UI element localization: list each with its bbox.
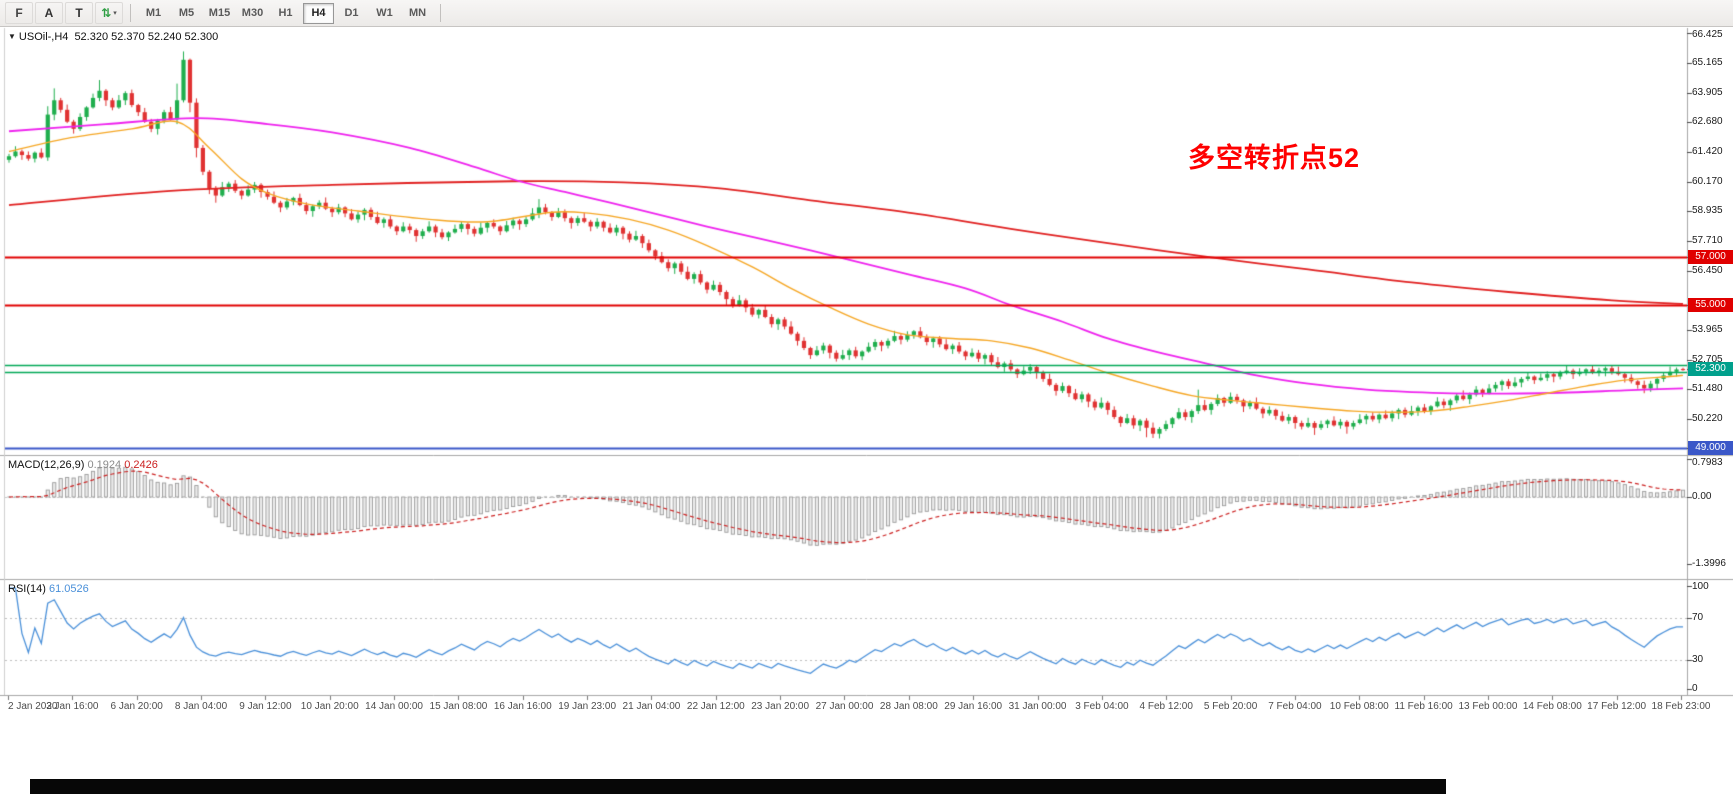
- toolbar-separator: [440, 4, 441, 22]
- price-scale-label: 63.905: [1692, 87, 1723, 99]
- font-a-button-icon: A: [44, 6, 54, 20]
- time-axis-label: 3 Feb 04:00: [1075, 701, 1129, 712]
- price-scale-label: 50.220: [1692, 412, 1723, 424]
- time-axis-label: 9 Jan 12:00: [239, 701, 292, 712]
- time-axis-label: 28 Jan 08:00: [879, 701, 938, 712]
- time-axis-label: 31 Jan 00:00: [1008, 701, 1067, 712]
- time-axis-label: 3 Jan 16:00: [46, 701, 99, 712]
- time-axis-label: 27 Jan 00:00: [815, 701, 874, 712]
- price-scale-label: 62.680: [1692, 116, 1723, 128]
- macd-scale-label: 0.7983: [1692, 457, 1723, 468]
- toolbar-left-buttons: F A T ⇅ ▾: [4, 2, 124, 24]
- price-scale-label: 51.480: [1692, 382, 1723, 394]
- main-toolbar: F A T ⇅ ▾ M1 M5 M15 M30 H1 H4 D1 W1 MN: [0, 0, 1733, 27]
- timeframe-button-group: M1 M5 M15 M30 H1 H4 D1 W1 MN: [137, 2, 434, 24]
- price-scale-label: 58.935: [1692, 205, 1723, 217]
- price-scale-label: 57.710: [1692, 234, 1723, 246]
- time-axis-label: 4 Feb 12:00: [1139, 701, 1193, 712]
- timeframe-button-m5[interactable]: M5: [178, 7, 195, 19]
- chart-f-button[interactable]: F: [5, 2, 33, 24]
- time-axis-label: 15 Jan 08:00: [429, 701, 488, 712]
- font-a-button[interactable]: A: [35, 2, 63, 24]
- time-axis-label: 7 Feb 04:00: [1268, 701, 1322, 712]
- price-badge-57.000: 57.000: [1688, 250, 1733, 265]
- price-scale-label: 65.165: [1692, 57, 1723, 68]
- time-axis-label: 21 Jan 04:00: [622, 701, 681, 712]
- rsi-scale-label: 0: [1692, 683, 1698, 694]
- macd-name: MACD(12,26,9): [8, 459, 85, 471]
- price-scale-label: 52.705: [1692, 353, 1723, 365]
- time-axis-label: 11 Feb 16:00: [1394, 701, 1453, 712]
- time-axis-label: 14 Feb 08:00: [1522, 701, 1582, 712]
- rsi-value: 61.0526: [48, 583, 89, 595]
- chart-shift-button-icon: ⇅: [101, 6, 112, 20]
- timeframe-button-mn[interactable]: MN: [408, 7, 427, 19]
- timeframe-button-m30[interactable]: M30: [241, 7, 264, 19]
- rsi-indicator-label: RSI(14) 61.0526: [8, 583, 89, 595]
- time-axis-label: 6 Jan 20:00: [110, 701, 163, 712]
- time-axis-label: 10 Jan 20:00: [300, 701, 359, 712]
- text-tool-button[interactable]: T: [65, 2, 93, 24]
- price-badge-52.300: 52.300: [1688, 362, 1733, 377]
- chart-symbol-period: USOil-,H4: [18, 31, 69, 43]
- collapse-triangle-icon[interactable]: ▼: [8, 32, 16, 41]
- time-axis-label: 29 Jan 16:00: [944, 701, 1003, 712]
- rsi-name: RSI(14): [8, 583, 46, 595]
- time-axis-label: 19 Jan 23:00: [558, 701, 617, 712]
- price-scale-label: 61.420: [1692, 146, 1723, 158]
- price-scale-label: 66.425: [1692, 29, 1723, 40]
- bottom-black-bar: [30, 779, 1446, 794]
- timeframe-button-m1[interactable]: M1: [145, 7, 162, 19]
- chart-shift-button-caret-icon: ▾: [113, 10, 117, 17]
- time-axis-label: 18 Feb 23:00: [1651, 701, 1711, 712]
- price-scale-label: 56.450: [1692, 264, 1723, 276]
- time-axis-label: 8 Jan 04:00: [174, 701, 228, 712]
- time-axis-label: 16 Jan 16:00: [493, 701, 552, 712]
- price-badge-49.000: 49.000: [1688, 441, 1733, 455]
- macd-scale-label: -1.3996: [1692, 558, 1726, 570]
- chart-ohlc-values: 52.320 52.370 52.240 52.300: [74, 31, 219, 43]
- text-tool-button-icon: T: [75, 6, 83, 20]
- time-axis-label: 22 Jan 12:00: [686, 701, 745, 712]
- macd-signal-value: 0.2426: [124, 459, 158, 471]
- macd-indicator-label: MACD(12,26,9) 0.1924 0.2426: [8, 459, 158, 471]
- price-scale-label: 60.170: [1692, 175, 1723, 187]
- time-axis-label: 5 Feb 20:00: [1203, 701, 1258, 712]
- macd-scale-label: 0.00: [1692, 491, 1712, 502]
- rsi-scale-label: 70: [1692, 611, 1704, 623]
- timeframe-button-d1[interactable]: D1: [344, 7, 359, 19]
- chart-f-button-icon: F: [15, 6, 23, 20]
- time-axis-label: 13 Feb 00:00: [1458, 701, 1518, 712]
- macd-main-value: 0.1924: [87, 459, 122, 471]
- price-annotation-text: 多空转折点52: [1188, 143, 1361, 173]
- price-badge-55.000: 55.000: [1688, 298, 1733, 313]
- toolbar-separator: [130, 4, 131, 22]
- time-axis-label: 14 Jan 00:00: [365, 701, 423, 712]
- time-axis-label: 17 Feb 12:00: [1587, 701, 1647, 712]
- timeframe-button-h1[interactable]: H1: [278, 7, 293, 19]
- chart-shift-button[interactable]: ⇅ ▾: [95, 2, 123, 24]
- timeframe-button-w1[interactable]: W1: [376, 7, 393, 19]
- timeframe-button-h4[interactable]: H4: [303, 2, 334, 24]
- time-axis-label: 10 Feb 08:00: [1329, 701, 1389, 712]
- time-axis-label: 2 Jan 2020: [8, 701, 58, 712]
- price-scale-label: 53.965: [1692, 323, 1723, 335]
- rsi-scale-label: 100: [1692, 581, 1709, 592]
- time-axis-label: 23 Jan 20:00: [751, 701, 810, 712]
- timeframe-button-m15[interactable]: M15: [208, 7, 231, 19]
- rsi-scale-label: 30: [1692, 654, 1704, 666]
- chart-title: ▼ USOil-,H4 52.320 52.370 52.240 52.300: [8, 31, 218, 43]
